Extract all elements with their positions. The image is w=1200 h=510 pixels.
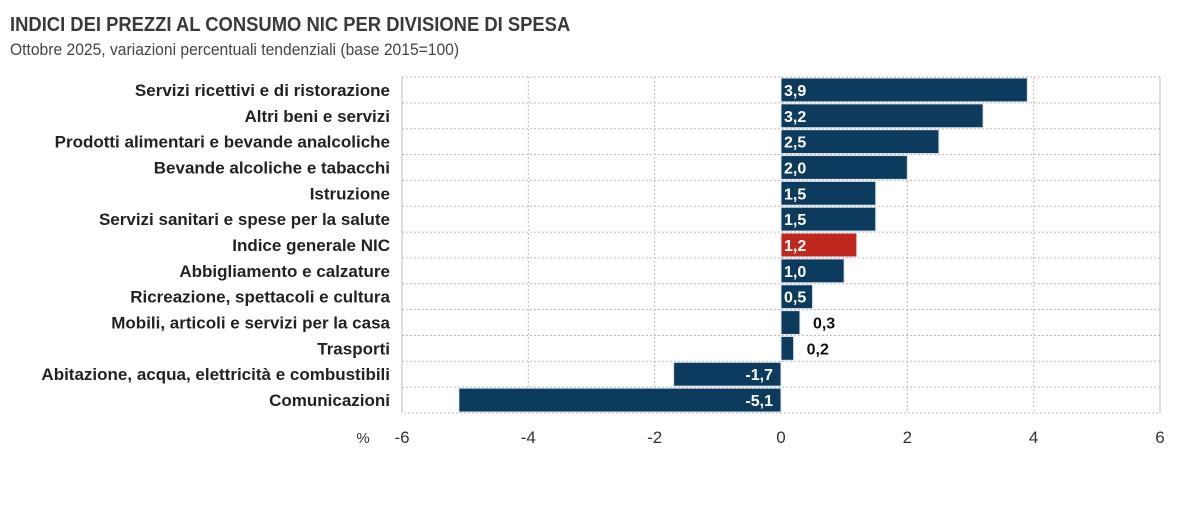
category-label: Servizi ricettivi e di ristorazione xyxy=(135,81,390,100)
bar xyxy=(780,103,984,129)
category-label: Indice generale NIC xyxy=(232,236,390,255)
category-label: Istruzione xyxy=(310,184,390,203)
data-label: 0,3 xyxy=(813,316,835,333)
bar xyxy=(780,77,1028,103)
bar xyxy=(780,258,845,284)
x-tick-label: -6 xyxy=(394,428,409,447)
category-label: Comunicazioni xyxy=(269,391,390,410)
category-label: Ricreazione, spettacoli e cultura xyxy=(130,288,390,307)
category-label: Servizi sanitari e spese per la salute xyxy=(99,210,390,229)
category-label: Mobili, articoli e servizi per la casa xyxy=(111,314,390,333)
x-tick-label: 4 xyxy=(1029,428,1038,447)
data-label: 0,2 xyxy=(807,341,829,358)
bar xyxy=(780,129,940,155)
bar xyxy=(780,206,877,232)
data-label: 1,0 xyxy=(784,264,806,281)
bar xyxy=(458,387,782,413)
chart-subtitle: Ottobre 2025, variazioni percentuali ten… xyxy=(10,40,460,59)
bar xyxy=(780,180,877,206)
data-label: 3,9 xyxy=(784,83,806,100)
x-tick-label: -2 xyxy=(647,428,662,447)
x-axis-label: % xyxy=(356,430,369,447)
data-label: 2,0 xyxy=(784,160,806,177)
chart-title: INDICI DEI PREZZI AL CONSUMO NIC PER DIV… xyxy=(10,14,571,36)
x-tick-label: 2 xyxy=(903,428,912,447)
data-label: 1,5 xyxy=(784,212,806,229)
x-tick-label: 0 xyxy=(776,428,785,447)
bar xyxy=(780,310,801,335)
bar xyxy=(780,155,908,180)
category-label: Prodotti alimentari e bevande analcolich… xyxy=(55,133,390,152)
bar xyxy=(673,361,782,387)
category-label: Altri beni e servizi xyxy=(245,107,391,126)
category-label: Abbigliamento e calzature xyxy=(179,262,390,281)
category-label: Bevande alcoliche e tabacchi xyxy=(154,158,390,177)
bar xyxy=(780,232,858,258)
data-label: -1,7 xyxy=(745,367,773,384)
category-label: Abitazione, acqua, elettricità e combust… xyxy=(41,365,390,384)
data-label: 3,2 xyxy=(784,109,806,126)
data-label: 1,5 xyxy=(784,186,806,203)
x-tick-label: 6 xyxy=(1155,428,1164,447)
data-label: 2,5 xyxy=(784,135,806,152)
category-label: Trasporti xyxy=(317,339,390,358)
data-label: -5,1 xyxy=(745,393,773,410)
bar xyxy=(780,284,814,310)
data-label: 1,2 xyxy=(784,238,806,255)
x-tick-label: -4 xyxy=(521,428,536,447)
data-label: 0,5 xyxy=(784,290,806,307)
bar xyxy=(780,335,795,361)
